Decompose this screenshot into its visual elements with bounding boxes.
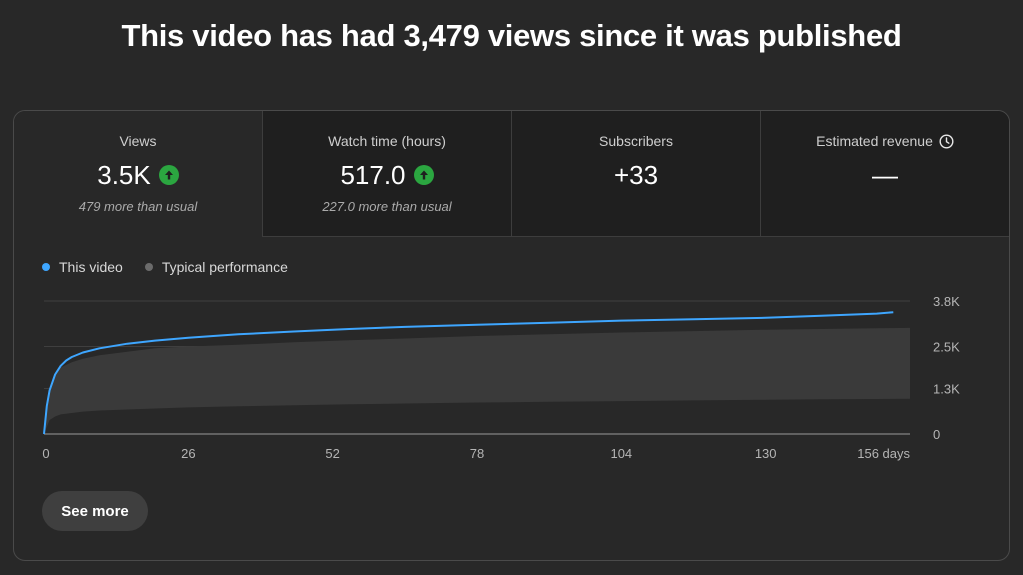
x-tick-label: 0 <box>42 446 49 461</box>
metric-watch-time[interactable]: Watch time (hours) 517.0 227.0 more than… <box>262 111 511 237</box>
y-tick-label: 0 <box>933 427 940 442</box>
metric-views[interactable]: Views 3.5K 479 more than usual <box>14 111 262 237</box>
metric-subtext: 227.0 more than usual <box>322 199 452 214</box>
metrics-row: Views 3.5K 479 more than usual Watch tim… <box>14 111 1009 237</box>
clock-icon[interactable] <box>939 133 954 149</box>
metric-subtext: 479 more than usual <box>78 199 198 214</box>
legend-typical-performance: Typical performance <box>144 259 288 275</box>
legend-dot-icon <box>144 263 153 271</box>
y-tick-label: 1.3K <box>933 382 960 397</box>
metric-label: Subscribers <box>599 133 673 149</box>
views-chart: 0 1.3K 2.5K 3.8K 0 26 52 78 104 130 156 days <box>42 294 960 461</box>
x-tick-label: 104 <box>610 446 632 461</box>
x-tick-label: 52 <box>325 446 339 461</box>
y-tick-label: 2.5K <box>933 340 960 355</box>
x-tick-label: 130 <box>755 446 777 461</box>
up-arrow-icon <box>158 165 179 185</box>
x-tick-label: 78 <box>470 446 484 461</box>
chart-legend: This video Typical performance <box>42 259 288 275</box>
metric-value: +33 <box>613 159 659 190</box>
metric-label: Views <box>119 133 157 149</box>
see-more-button[interactable]: See more <box>42 491 148 531</box>
metric-subscribers[interactable]: Subscribers +33 <box>511 111 760 237</box>
legend-this-video: This video <box>42 259 123 275</box>
page-title: This video has had 3,479 views since it … <box>121 18 902 53</box>
metric-label-row: Estimated revenue <box>761 133 1009 149</box>
metric-label: Watch time (hours) <box>328 133 446 149</box>
x-tick-label: 26 <box>181 446 195 461</box>
metric-estimated-revenue[interactable]: Estimated revenue — <box>760 111 1009 237</box>
metric-value: 3.5K <box>97 159 151 190</box>
y-tick-label: 3.8K <box>933 294 960 309</box>
metric-value: — <box>872 159 898 190</box>
metric-value-row: — <box>761 159 1009 191</box>
x-tick-label: 156 days <box>857 446 910 461</box>
metric-value-row: +33 <box>512 159 760 191</box>
typical-performance-band <box>44 327 910 434</box>
legend-label: This video <box>59 259 123 275</box>
metric-label: Estimated revenue <box>816 133 933 149</box>
legend-dot-icon <box>42 263 50 271</box>
metric-value-row: 517.0 <box>263 159 511 191</box>
metric-value: 517.0 <box>340 159 406 190</box>
series-line-this-video <box>43 311 894 435</box>
analytics-card: Views 3.5K 479 more than usual Watch tim… <box>13 110 1010 561</box>
up-arrow-icon <box>413 165 434 185</box>
legend-label: Typical performance <box>161 259 288 275</box>
metric-value-row: 3.5K <box>14 159 262 191</box>
